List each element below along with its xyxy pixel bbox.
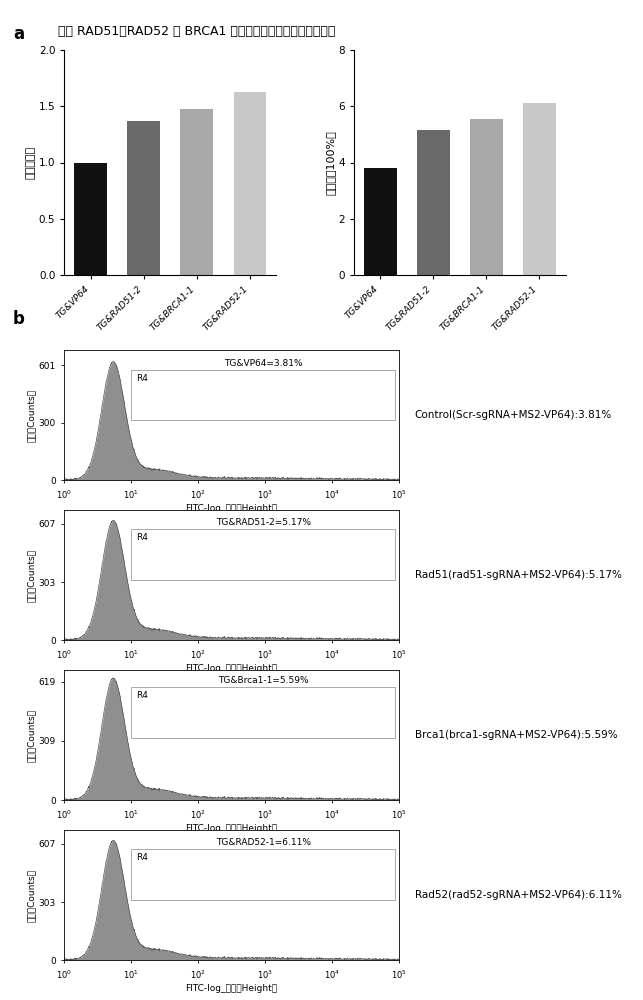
Bar xyxy=(131,849,395,900)
Y-axis label: 计数（Counts）: 计数（Counts） xyxy=(27,868,36,922)
Text: Brca1(brca1-sgRNA+MS2-VP64):5.59%: Brca1(brca1-sgRNA+MS2-VP64):5.59% xyxy=(415,730,617,740)
Text: TG&RAD51-2=5.17%: TG&RAD51-2=5.17% xyxy=(216,518,311,527)
Text: TG&RAD52-1=6.11%: TG&RAD52-1=6.11% xyxy=(216,838,311,847)
Y-axis label: 计数（Counts）: 计数（Counts） xyxy=(27,548,36,601)
Text: R4: R4 xyxy=(136,853,148,862)
Text: Rad51(rad51-sgRNA+MS2-VP64):5.17%: Rad51(rad51-sgRNA+MS2-VP64):5.17% xyxy=(415,570,622,580)
Bar xyxy=(523,103,556,275)
Text: R4: R4 xyxy=(136,533,148,542)
Y-axis label: 计数（Counts）: 计数（Counts） xyxy=(27,388,36,442)
Text: a: a xyxy=(13,25,24,43)
Bar xyxy=(131,687,395,738)
X-axis label: FITC-log_高度（Height）: FITC-log_高度（Height） xyxy=(185,984,278,993)
Text: Control(Scr-sgRNA+MS2-VP64):3.81%: Control(Scr-sgRNA+MS2-VP64):3.81% xyxy=(415,410,612,420)
X-axis label: FITC-log_高度（Height）: FITC-log_高度（Height） xyxy=(185,504,278,513)
Bar xyxy=(131,370,395,420)
Bar xyxy=(181,108,213,275)
Text: TG&VP64=3.81%: TG&VP64=3.81% xyxy=(224,359,303,368)
Text: b: b xyxy=(13,310,24,328)
Bar xyxy=(364,168,397,275)
Text: R4: R4 xyxy=(136,374,148,383)
Bar xyxy=(233,92,266,275)
Text: Rad52(rad52-sgRNA+MS2-VP64):6.11%: Rad52(rad52-sgRNA+MS2-VP64):6.11% xyxy=(415,890,622,900)
Bar xyxy=(417,130,449,275)
Bar xyxy=(131,529,395,580)
Text: R4: R4 xyxy=(136,691,148,700)
X-axis label: FITC-log_高度（Height）: FITC-log_高度（Height） xyxy=(185,824,278,833)
Y-axis label: 计数（Counts）: 计数（Counts） xyxy=(27,708,36,762)
Bar xyxy=(127,121,160,275)
Bar xyxy=(470,119,503,275)
Y-axis label: 均一化结果: 均一化结果 xyxy=(26,146,36,179)
Y-axis label: 百分比（100%）: 百分比（100%） xyxy=(325,130,335,195)
Text: TG&Brca1-1=5.59%: TG&Brca1-1=5.59% xyxy=(218,676,309,685)
Bar xyxy=(75,162,107,275)
Text: 促进 RAD51、RAD52 或 BRCA1 的表达增强基因同源重组的效率: 促进 RAD51、RAD52 或 BRCA1 的表达增强基因同源重组的效率 xyxy=(58,25,335,38)
X-axis label: FITC-log_高度（Height）: FITC-log_高度（Height） xyxy=(185,664,278,673)
